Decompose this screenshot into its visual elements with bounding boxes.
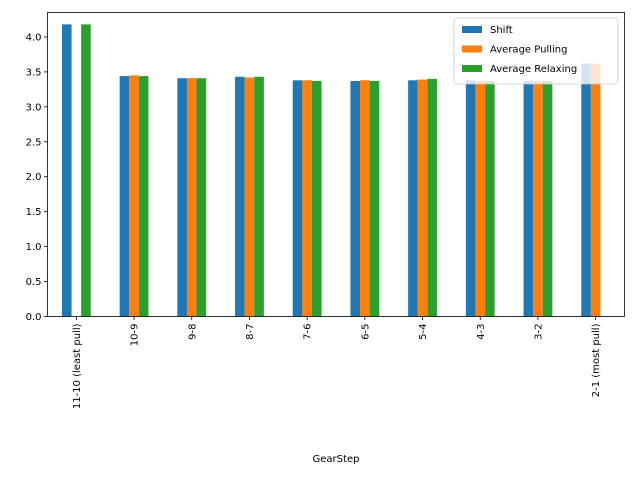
bar-average-relaxing-8 <box>542 80 553 317</box>
x-tick-label: 4-3 <box>476 324 487 340</box>
bar-average-relaxing-0 <box>81 24 91 317</box>
x-tick-label: 10-9 <box>130 324 141 347</box>
bar-average-pulling-2 <box>186 78 197 317</box>
legend-swatch <box>462 65 482 72</box>
bar-average-relaxing-3 <box>254 76 264 317</box>
y-tick-label: 2.5 <box>26 137 42 148</box>
bar-shift-9 <box>581 63 591 317</box>
bar-average-pulling-8 <box>533 80 543 317</box>
bar-shift-8 <box>523 80 534 317</box>
bar-shift-3 <box>235 76 245 317</box>
bar-average-relaxing-1 <box>138 76 149 317</box>
bar-average-relaxing-7 <box>485 80 495 317</box>
legend-label: Average Pulling <box>490 45 567 56</box>
bar-shift-1 <box>119 76 130 317</box>
bar-average-pulling-6 <box>417 79 428 317</box>
y-tick-label: 1.0 <box>26 242 42 253</box>
y-tick-label: 3.0 <box>26 102 42 113</box>
bar-average-relaxing-5 <box>369 80 380 317</box>
plot-frame <box>47 12 625 317</box>
bar-shift-5 <box>350 80 361 317</box>
x-tick-label: 8-7 <box>245 324 256 340</box>
x-tick-label: 5-4 <box>418 324 429 340</box>
bar-average-relaxing-2 <box>196 78 207 317</box>
x-tick-label: 11-10 (least pull) <box>72 323 83 409</box>
x-axis: 11-10 (least pull) 10-9 9-8 8-7 7-6 6-5 5-4 4-3… <box>72 316 602 409</box>
bar-average-pulling-1 <box>129 75 139 317</box>
bar-shift-6 <box>408 80 418 317</box>
y-tick-label: 2.0 <box>26 172 42 183</box>
x-tick-label: 9-8 <box>187 324 198 340</box>
y-axis: 0.0 0.5 1.0 1.5 2.0 2.5 3.0 3.5 4.0 <box>26 32 48 323</box>
legend-swatch <box>462 26 482 33</box>
bar-average-pulling-7 <box>475 80 486 317</box>
bar-average-relaxing-4 <box>311 80 322 317</box>
legend-swatch <box>462 45 482 53</box>
x-axis-title: GearStep <box>313 454 360 465</box>
bar-shift-0 <box>61 24 72 317</box>
x-tick-label: 6-5 <box>360 324 371 340</box>
bar-shift-7 <box>465 80 476 317</box>
x-tick-label: 2-1 (most pull) <box>591 323 602 397</box>
y-tick-label: 4.0 <box>26 32 42 43</box>
bar-average-pulling-9 <box>590 63 601 317</box>
bar-average-pulling-5 <box>360 80 370 317</box>
bar-shift-4 <box>292 80 303 317</box>
bar-shift-2 <box>177 78 187 317</box>
y-tick-label: 0.5 <box>26 277 42 288</box>
legend-label: Shift <box>490 25 513 36</box>
legend-box <box>453 17 619 85</box>
bar-average-pulling-4 <box>302 80 312 317</box>
x-tick-label: 3-2 <box>533 324 544 340</box>
y-tick-label: 0.0 <box>26 312 42 323</box>
x-tick-label: 7-6 <box>303 324 314 340</box>
legend: Shift Average Pulling Average Relaxing <box>453 17 619 85</box>
legend-label: Average Relaxing <box>490 64 577 75</box>
y-tick-label: 1.5 <box>26 207 42 218</box>
bar-average-pulling-3 <box>244 77 255 317</box>
bar-average-relaxing-6 <box>427 78 437 317</box>
y-tick-label: 3.5 <box>26 67 42 78</box>
bars-layer <box>61 24 601 317</box>
